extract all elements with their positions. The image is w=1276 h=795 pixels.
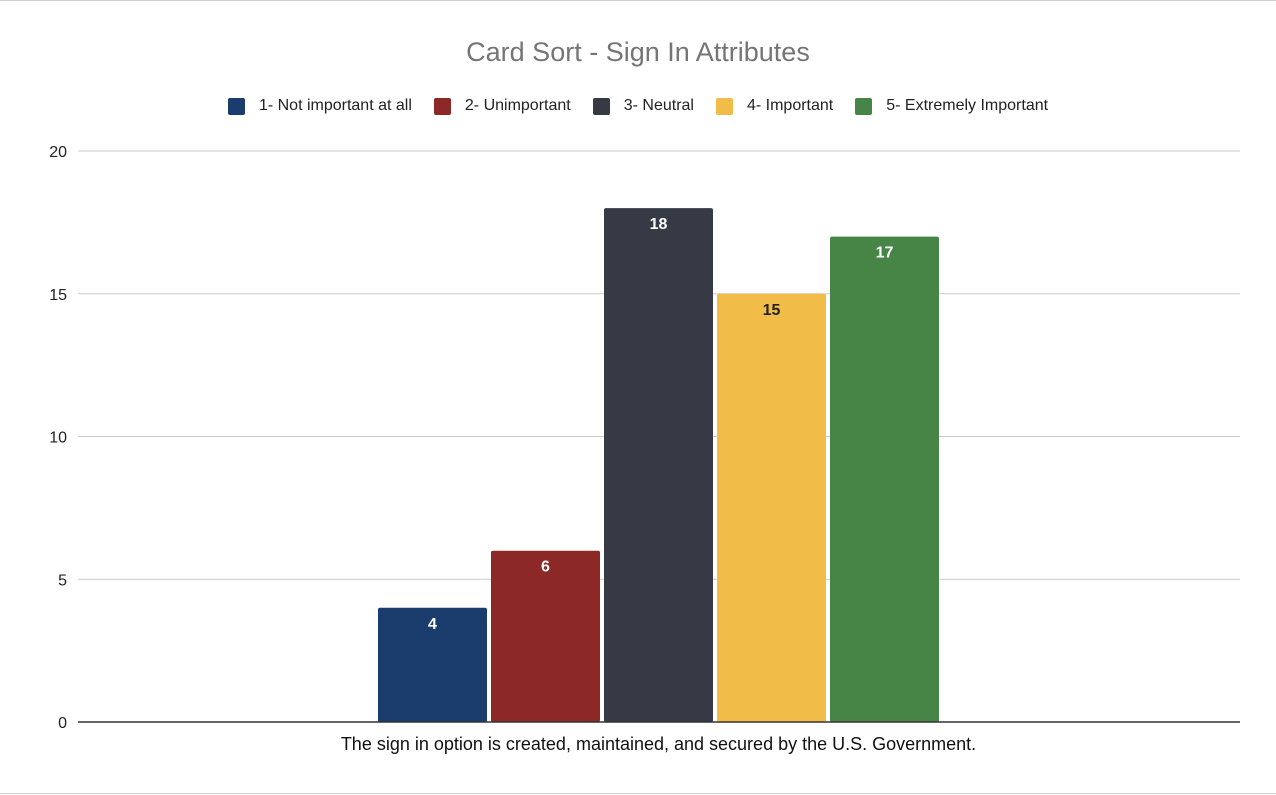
- chart-legend: 1- Not important at all 2- Unimportant 3…: [0, 95, 1276, 117]
- bar: [491, 550, 600, 722]
- y-tick-label: 20: [49, 144, 67, 161]
- legend-label-5: 5- Extremely Important: [886, 97, 1049, 114]
- legend-label-2: 2- Unimportant: [464, 97, 571, 114]
- legend-label-4: 4- Important: [746, 97, 834, 114]
- chart-title: Card Sort - Sign In Attributes: [466, 37, 810, 67]
- legend-item-4[interactable]: 4- Important: [715, 97, 834, 115]
- legend-item-1[interactable]: 1- Not important at all: [227, 97, 412, 115]
- y-tick-label: 5: [58, 572, 67, 589]
- legend-swatch-5: [855, 97, 873, 115]
- bar: [378, 607, 487, 722]
- data-label: 4: [428, 616, 437, 633]
- legend-label-1: 1- Not important at all: [258, 97, 412, 114]
- legend-label-3: 3- Neutral: [623, 97, 694, 114]
- y-tick-label: 0: [58, 715, 67, 732]
- legend-swatch-3: [592, 97, 610, 115]
- bar: [830, 236, 939, 722]
- data-label: 6: [541, 559, 550, 576]
- data-label: 18: [650, 216, 668, 233]
- legend-swatch-2: [433, 97, 451, 115]
- data-label: 15: [763, 302, 781, 319]
- legend-item-2[interactable]: 2- Unimportant: [433, 97, 571, 115]
- bar: [604, 208, 713, 723]
- legend-swatch-1: [227, 97, 245, 115]
- x-category-label: The sign in option is created, maintaine…: [341, 734, 976, 754]
- legend-item-5[interactable]: 5- Extremely Important: [855, 97, 1048, 115]
- y-tick-label: 10: [49, 430, 67, 447]
- legend-swatch-4: [715, 97, 733, 115]
- legend-item-3[interactable]: 3- Neutral: [592, 97, 694, 115]
- bar: [717, 293, 826, 722]
- y-tick-label: 15: [49, 287, 67, 304]
- data-label: 17: [876, 245, 894, 262]
